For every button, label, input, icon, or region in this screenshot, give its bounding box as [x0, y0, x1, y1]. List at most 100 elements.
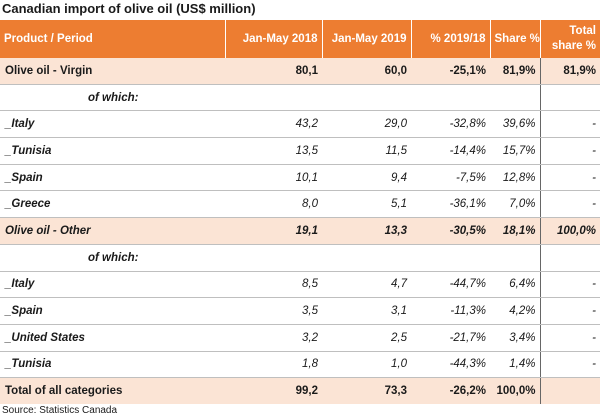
value-2019: 2,5: [322, 324, 411, 352]
total-share-value: [539, 244, 600, 272]
value-2019: 11,5: [322, 137, 411, 165]
value-2018: 19,1: [225, 217, 322, 245]
value-2019: 3,1: [322, 297, 411, 325]
share-value: 6,4%: [490, 271, 540, 299]
header-product: Product / Period: [0, 20, 226, 58]
total-share-value: -: [539, 351, 600, 379]
olive-oil-import-table: Product / Period Jan-May 2018 Jan-May 20…: [0, 20, 600, 404]
header-jan-may-2018: Jan-May 2018: [225, 20, 323, 58]
total-share-value: 81,9%: [539, 58, 600, 85]
value-2018: 3,2: [225, 324, 322, 352]
value-2019: 5,1: [322, 190, 411, 219]
value-2018: 80,1: [225, 58, 322, 85]
row-label: _Spain: [0, 164, 225, 192]
total-share-value: -: [539, 297, 600, 325]
total-share-value: -: [539, 271, 600, 299]
value-2018: 99,2: [225, 377, 322, 404]
total-share-value: -: [539, 324, 600, 352]
total-share-value: -: [539, 137, 600, 165]
table-row: _Spain 3,5 3,1 -11,3% 4,2% -: [0, 297, 600, 325]
value-2018: 3,5: [225, 297, 322, 325]
total-share-value: [539, 84, 600, 112]
row-label: _Tunisia: [0, 137, 225, 165]
share-value: 81,9%: [490, 58, 540, 85]
header-pct-change: % 2019/18: [411, 20, 491, 58]
share-value: 39,6%: [490, 110, 540, 139]
row-label: _Tunisia: [0, 351, 225, 379]
share-value: 7,0%: [490, 190, 540, 219]
pct-change: -21,7%: [411, 324, 490, 352]
value-2018: 13,5: [225, 137, 322, 165]
value-2019: 13,3: [322, 217, 411, 245]
header-total-share-line2: share %: [551, 40, 596, 52]
value-2019: 60,0: [322, 58, 411, 85]
table-header-row: Product / Period Jan-May 2018 Jan-May 20…: [0, 20, 600, 58]
table-row: _Greece 8,0 5,1 -36,1% 7,0% -: [0, 190, 600, 219]
share-value: 3,4%: [490, 324, 540, 352]
share-value: 18,1%: [490, 217, 540, 245]
header-total-share: Total share %: [540, 20, 600, 58]
pct-change: -14,4%: [411, 137, 490, 165]
row-label: of which:: [0, 84, 225, 112]
share-value: 15,7%: [490, 137, 540, 165]
pct-change: -44,7%: [411, 271, 490, 299]
pct-change: [411, 84, 490, 112]
total-share-value: -: [539, 110, 600, 139]
table-row: of which:: [0, 84, 600, 112]
pct-change: -7,5%: [411, 164, 490, 192]
share-value: 12,8%: [490, 164, 540, 192]
value-2019: 29,0: [322, 110, 411, 139]
table-row: Olive oil - Other 19,1 13,3 -30,5% 18,1% 100,…: [0, 217, 600, 245]
share-value: 4,2%: [490, 297, 540, 325]
pct-change: -26,2%: [411, 377, 490, 404]
table-row: _Italy 8,5 4,7 -44,7% 6,4% -: [0, 271, 600, 299]
row-label: Total of all categories: [0, 377, 225, 404]
pct-change: -11,3%: [411, 297, 490, 325]
row-label: of which:: [0, 244, 225, 272]
table-row: Olive oil - Virgin 80,1 60,0 -25,1% 81,9% 81,…: [0, 58, 600, 85]
pct-change: -25,1%: [411, 58, 490, 85]
value-2019: [322, 84, 411, 112]
row-label: _Italy: [0, 271, 225, 299]
row-label: _Italy: [0, 110, 225, 139]
value-2018: [225, 84, 322, 112]
row-label: _United States: [0, 324, 225, 352]
value-2018: 10,1: [225, 164, 322, 192]
pct-change: -32,8%: [411, 110, 490, 139]
total-share-value: -: [539, 190, 600, 219]
value-2018: 8,0: [225, 190, 322, 219]
header-share: Share %: [490, 20, 541, 58]
value-2018: 43,2: [225, 110, 322, 139]
pct-change: -44,3%: [411, 351, 490, 379]
table-row: _Tunisia 1,8 1,0 -44,3% 1,4% -: [0, 351, 600, 379]
value-2019: 9,4: [322, 164, 411, 192]
table-row: _Tunisia 13,5 11,5 -14,4% 15,7% -: [0, 137, 600, 165]
row-label: _Spain: [0, 297, 225, 325]
share-value: 100,0%: [490, 377, 540, 404]
share-value: [490, 84, 540, 112]
value-2019: 4,7: [322, 271, 411, 299]
row-label: Olive oil - Virgin: [0, 58, 225, 85]
value-2018: 8,5: [225, 271, 322, 299]
value-2018: [225, 244, 322, 272]
source-note: Source: Statistics Canada: [2, 405, 118, 416]
header-total-share-line1: Total: [569, 25, 596, 37]
share-value: 1,4%: [490, 351, 540, 379]
header-jan-may-2019: Jan-May 2019: [322, 20, 412, 58]
row-label: _Greece: [0, 190, 225, 219]
total-share-value: [539, 377, 600, 404]
row-label: Olive oil - Other: [0, 217, 225, 245]
value-2019: [322, 244, 411, 272]
table-row: of which:: [0, 244, 600, 272]
value-2019: 73,3: [322, 377, 411, 404]
pct-change: -36,1%: [411, 190, 490, 219]
table-row: _Spain 10,1 9,4 -7,5% 12,8% -: [0, 164, 600, 192]
table-row: Total of all categories 99,2 73,3 -26,2% 100…: [0, 377, 600, 404]
share-value: [490, 244, 540, 272]
table-row: _United States 3,2 2,5 -21,7% 3,4% -: [0, 324, 600, 352]
table-row: _Italy 43,2 29,0 -32,8% 39,6% -: [0, 110, 600, 139]
value-2018: 1,8: [225, 351, 322, 379]
value-2019: 1,0: [322, 351, 411, 379]
pct-change: -30,5%: [411, 217, 490, 245]
total-share-value: -: [539, 164, 600, 192]
